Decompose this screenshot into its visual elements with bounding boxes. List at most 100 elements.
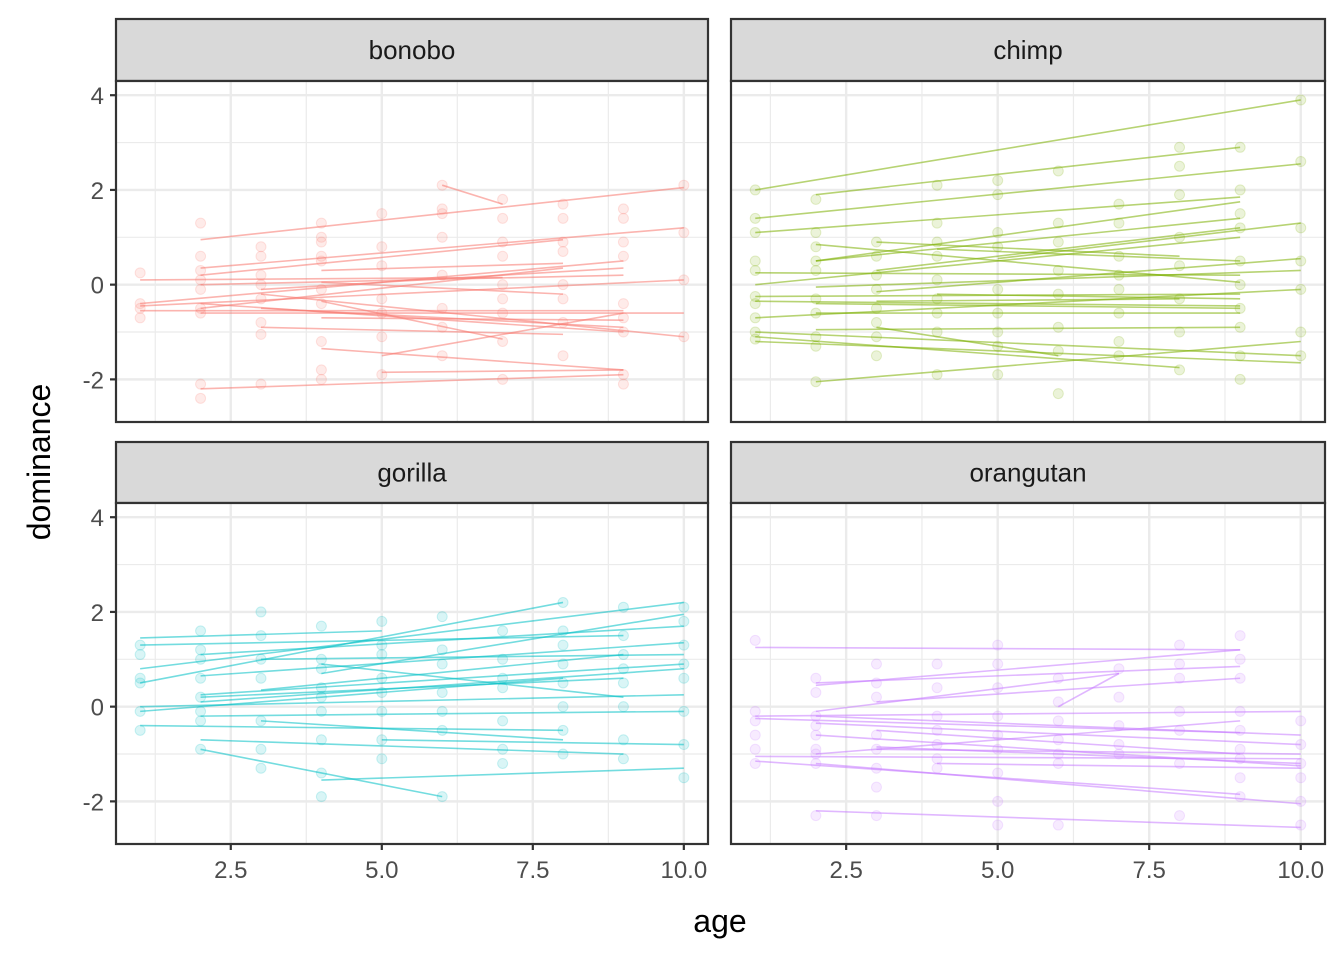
data-point — [557, 658, 569, 670]
data-point — [195, 653, 207, 665]
data-point — [992, 795, 1004, 807]
data-point — [1234, 279, 1246, 291]
data-point — [436, 686, 448, 698]
data-point — [749, 729, 761, 741]
data-point — [1113, 283, 1125, 295]
data-layer — [749, 94, 1307, 400]
fit-line — [321, 767, 684, 781]
data-point — [810, 264, 822, 276]
data-point — [376, 649, 388, 661]
fit-line — [200, 227, 684, 269]
data-point — [749, 705, 761, 717]
data-point — [1234, 791, 1246, 803]
data-point — [315, 364, 327, 376]
fit-line — [200, 710, 684, 717]
data-point — [617, 677, 629, 689]
fit-line — [815, 340, 1301, 383]
panel-border — [114, 79, 710, 424]
y-axis-title: dominance — [21, 384, 57, 541]
data-point — [931, 658, 943, 670]
fit-line — [755, 646, 1241, 651]
data-point — [255, 250, 267, 262]
data-point — [1174, 810, 1186, 822]
fit-line — [815, 326, 1241, 331]
data-point — [617, 734, 629, 746]
strip-label: chimp — [993, 35, 1062, 65]
data-point — [1174, 705, 1186, 717]
fit-line — [260, 653, 624, 691]
data-point — [195, 644, 207, 656]
data-point — [557, 350, 569, 362]
fit-line — [200, 748, 443, 798]
y-tick-label: 4 — [91, 83, 104, 110]
data-point — [617, 212, 629, 224]
fit-line — [937, 293, 1241, 300]
y-tick-label: 0 — [91, 695, 104, 722]
data-point — [315, 373, 327, 385]
data-point — [1174, 141, 1186, 153]
fit-line — [876, 257, 1301, 293]
fit-line — [381, 739, 684, 746]
x-tick-label: 10.0 — [660, 857, 707, 884]
data-point — [195, 250, 207, 262]
data-point — [992, 819, 1004, 831]
data-point — [497, 625, 509, 637]
data-point — [497, 250, 509, 262]
fit-line — [876, 729, 1241, 755]
data-point — [1174, 260, 1186, 272]
data-point — [1052, 236, 1064, 248]
data-point — [557, 677, 569, 689]
data-point — [557, 212, 569, 224]
data-point — [1234, 208, 1246, 220]
data-point — [1295, 222, 1307, 234]
data-point — [617, 378, 629, 390]
fit-line — [755, 331, 1301, 357]
data-point — [931, 710, 943, 722]
data-point — [1174, 672, 1186, 684]
data-point — [1234, 630, 1246, 642]
strip-label: gorilla — [377, 458, 447, 488]
fit-line — [321, 300, 503, 340]
fit-line — [260, 653, 684, 661]
fit-line — [876, 677, 1241, 703]
fit-line — [815, 672, 1120, 713]
data-point — [497, 757, 509, 769]
fit-line — [200, 663, 684, 696]
data-point — [870, 317, 882, 329]
data-point — [931, 762, 943, 774]
data-point — [992, 767, 1004, 779]
data-point — [557, 748, 569, 760]
y-tick-label: 0 — [91, 273, 104, 300]
data-point — [810, 241, 822, 253]
data-point — [810, 686, 822, 698]
fit-line — [815, 146, 1241, 196]
strip-bonobo — [114, 17, 710, 83]
data-layer — [134, 596, 690, 803]
data-point — [992, 369, 1004, 381]
data-point — [1174, 364, 1186, 376]
data-point — [557, 246, 569, 257]
data-point — [617, 298, 629, 310]
data-point — [497, 293, 509, 305]
data-point — [1113, 739, 1125, 751]
panel-bonobo: bonobo 4 2 0 -2 — [83, 17, 710, 424]
fit-line — [755, 300, 1241, 307]
panel-background — [116, 81, 708, 422]
data-point — [195, 672, 207, 684]
x-tick-label: 5.0 — [365, 857, 398, 884]
x-tick-label: 2.5 — [214, 857, 247, 884]
fit-line — [140, 724, 564, 732]
data-point — [617, 236, 629, 248]
data-point — [678, 672, 690, 684]
data-point — [870, 691, 882, 703]
gridlines — [731, 81, 1325, 422]
fit-line — [200, 641, 684, 677]
fit-line — [815, 665, 1241, 684]
data-point — [749, 298, 761, 310]
data-point — [1295, 715, 1307, 727]
data-point — [195, 705, 207, 717]
data-point — [1052, 217, 1064, 229]
data-point — [678, 639, 690, 651]
fit-line — [815, 217, 1241, 262]
